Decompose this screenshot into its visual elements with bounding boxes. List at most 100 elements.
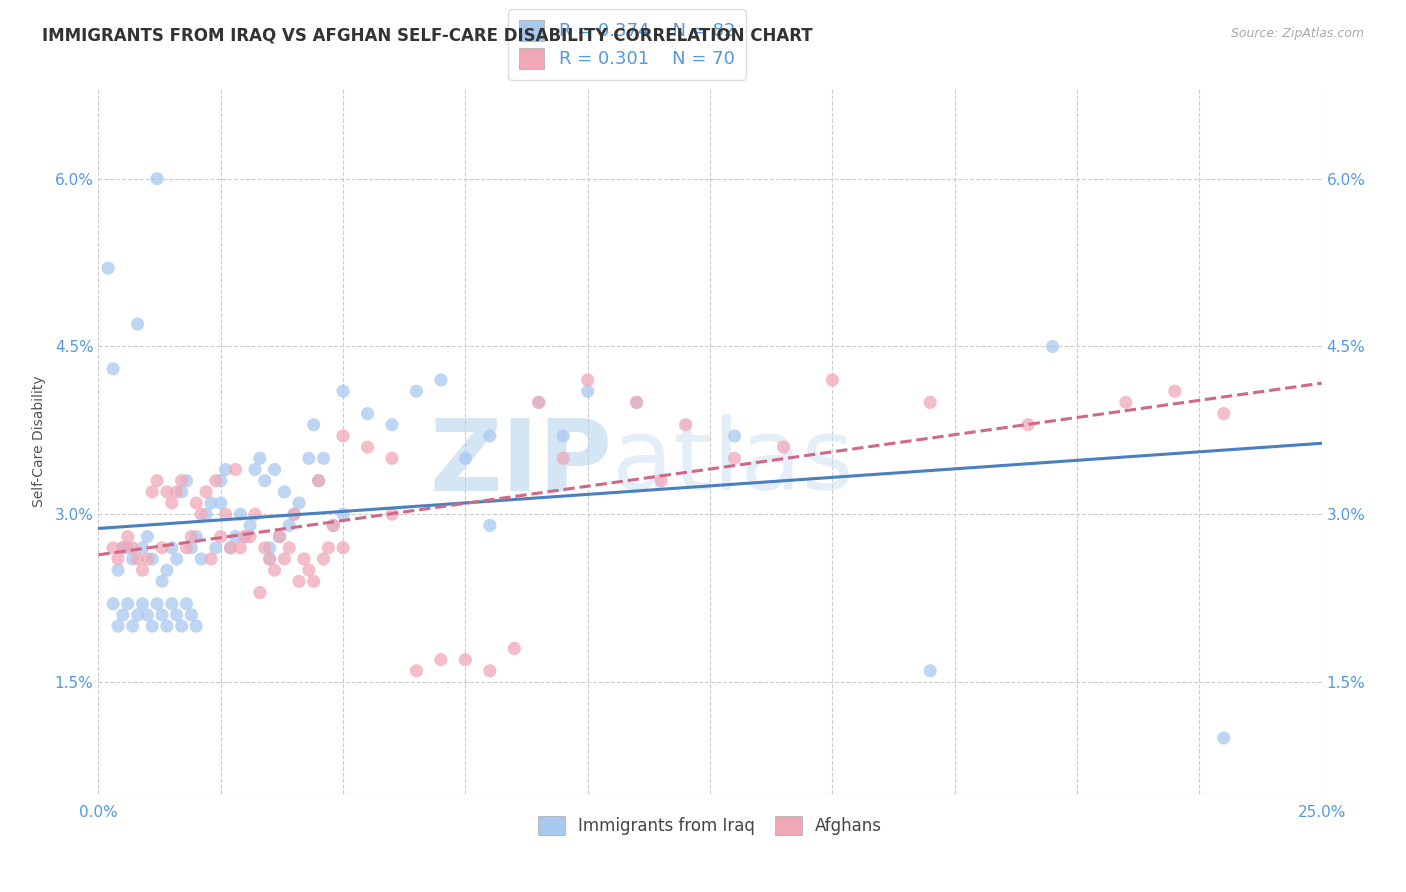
Point — [253, 541, 276, 555]
Point — [259, 552, 281, 566]
Point — [405, 384, 427, 399]
Point — [190, 552, 212, 566]
Point — [101, 597, 124, 611]
Point — [920, 664, 942, 678]
Point — [302, 417, 325, 432]
Text: IMMIGRANTS FROM IRAQ VS AFGHAN SELF-CARE DISABILITY CORRELATION CHART: IMMIGRANTS FROM IRAQ VS AFGHAN SELF-CARE… — [42, 27, 813, 45]
Point — [1212, 731, 1234, 745]
Point — [176, 597, 198, 611]
Point — [107, 563, 129, 577]
Point — [723, 451, 745, 466]
Point — [273, 484, 295, 499]
Point — [156, 484, 179, 499]
Point — [288, 496, 311, 510]
Point — [107, 552, 129, 566]
Point — [302, 574, 325, 589]
Point — [576, 384, 599, 399]
Point — [772, 440, 794, 454]
Point — [478, 518, 501, 533]
Text: atlas: atlas — [612, 414, 853, 511]
Point — [195, 508, 218, 522]
Point — [278, 541, 301, 555]
Point — [209, 496, 232, 510]
Point — [626, 395, 648, 409]
Point — [101, 361, 124, 376]
Point — [405, 664, 427, 678]
Point — [650, 474, 672, 488]
Point — [141, 552, 163, 566]
Point — [146, 474, 169, 488]
Point — [209, 474, 232, 488]
Point — [117, 530, 139, 544]
Point — [259, 552, 281, 566]
Point — [527, 395, 550, 409]
Point — [503, 641, 526, 656]
Point — [821, 373, 844, 387]
Point — [107, 619, 129, 633]
Point — [166, 607, 188, 622]
Point — [243, 508, 266, 522]
Point — [121, 541, 143, 555]
Point — [180, 607, 202, 622]
Point — [269, 530, 291, 544]
Point — [131, 563, 153, 577]
Point — [239, 518, 262, 533]
Point — [186, 619, 208, 633]
Legend: Immigrants from Iraq, Afghans: Immigrants from Iraq, Afghans — [531, 809, 889, 842]
Point — [127, 552, 149, 566]
Point — [381, 417, 404, 432]
Point — [356, 440, 378, 454]
Point — [283, 508, 305, 522]
Point — [332, 508, 354, 522]
Point — [1164, 384, 1187, 399]
Point — [186, 530, 208, 544]
Point — [121, 619, 143, 633]
Point — [454, 451, 477, 466]
Point — [332, 384, 354, 399]
Point — [205, 474, 228, 488]
Point — [332, 541, 354, 555]
Point — [176, 541, 198, 555]
Point — [160, 597, 183, 611]
Point — [131, 541, 153, 555]
Point — [166, 552, 188, 566]
Point — [146, 171, 169, 186]
Point — [675, 417, 697, 432]
Point — [141, 619, 163, 633]
Point — [209, 530, 232, 544]
Point — [553, 451, 575, 466]
Point — [200, 552, 222, 566]
Text: Source: ZipAtlas.com: Source: ZipAtlas.com — [1230, 27, 1364, 40]
Point — [150, 574, 173, 589]
Point — [1115, 395, 1137, 409]
Point — [219, 541, 242, 555]
Point — [576, 373, 599, 387]
Point — [626, 395, 648, 409]
Point — [180, 530, 202, 544]
Point — [117, 597, 139, 611]
Point — [553, 429, 575, 443]
Point — [229, 541, 252, 555]
Point — [527, 395, 550, 409]
Point — [190, 508, 212, 522]
Point — [160, 541, 183, 555]
Point — [111, 607, 134, 622]
Point — [253, 474, 276, 488]
Point — [318, 541, 340, 555]
Point — [249, 451, 271, 466]
Point — [156, 563, 179, 577]
Point — [478, 429, 501, 443]
Point — [278, 518, 301, 533]
Point — [121, 552, 143, 566]
Point — [200, 496, 222, 510]
Point — [259, 541, 281, 555]
Point — [224, 530, 246, 544]
Point — [283, 508, 305, 522]
Y-axis label: Self-Care Disability: Self-Care Disability — [32, 376, 46, 508]
Point — [111, 541, 134, 555]
Point — [332, 429, 354, 443]
Point — [249, 585, 271, 599]
Point — [322, 518, 344, 533]
Point — [723, 429, 745, 443]
Point — [214, 508, 236, 522]
